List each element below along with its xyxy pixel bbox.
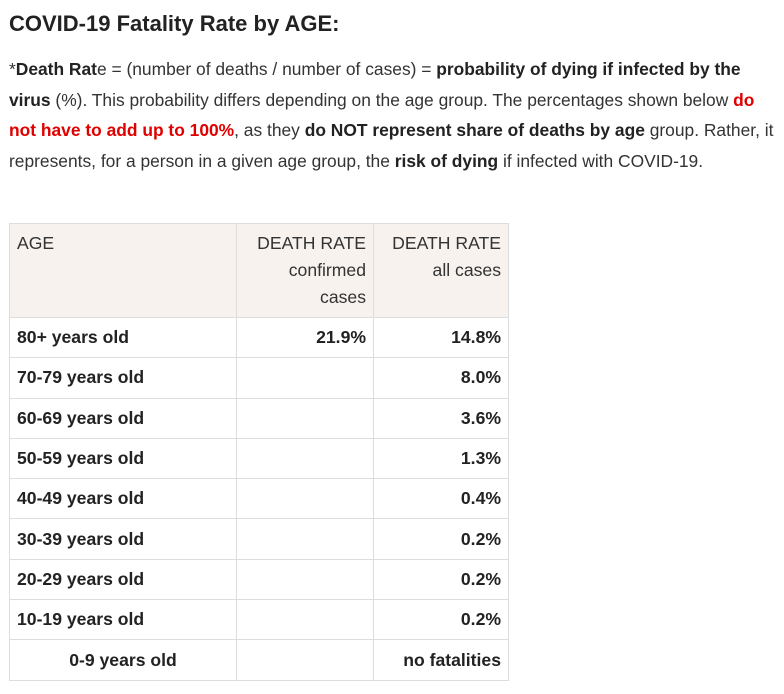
age-cell: 60-69 years old [9,397,237,439]
confirmed-rate-cell [236,357,374,399]
confirmed-rate-cell [236,437,374,480]
header-confirmed-line-3: cases [320,287,366,307]
confirmed-rate-cell [236,478,374,520]
table-row: 50-59 years old 1.3% [9,437,509,480]
table-row: 60-69 years old 3.6% [9,397,509,439]
all-rate-cell: 3.6% [373,397,509,439]
age-cell: 50-59 years old [9,437,237,480]
confirmed-rate-cell [236,397,374,439]
age-cell: 0-9 years old [9,639,237,681]
header-death-rate-confirmed: DEATH RATE confirmed cases [236,223,374,318]
intro-risk-term: risk of dying [394,150,499,171]
age-cell: 40-49 years old [9,478,237,520]
article: COVID-19 Fatality Rate by AGE: *Death Ra… [9,0,779,681]
all-rate-cell: 0.2% [373,558,509,601]
page-title: COVID-19 Fatality Rate by AGE: [9,11,340,36]
age-cell: 20-29 years old [9,558,237,601]
intro-warning: do not have to add up to 100% [9,89,755,141]
header-row: AGE DEATH RATE confirmed cases DEATH RAT… [9,223,509,318]
confirmed-rate-cell [236,639,374,681]
header-all-line-2: all cases [432,260,501,280]
all-rate-cell: 8.0% [373,357,509,399]
fatality-rate-table: AGE DEATH RATE confirmed cases DEATH RAT… [9,223,509,681]
confirmed-rate-cell [236,518,374,560]
all-rate-cell: 14.8% [373,316,509,359]
all-rate-cell: no fatalities [373,639,509,681]
all-rate-cell: 0.4% [373,478,509,520]
age-cell: 70-79 years old [9,357,237,399]
table-row: 20-29 years old 0.2% [9,558,509,601]
header-age: AGE [9,223,237,318]
intro-death-rate-term-tail: e [96,59,107,79]
intro-text-4: if infected with COVID-19. [498,150,704,171]
intro-text-2: , as they [234,120,305,140]
table-row: 70-79 years old 8.0% [9,357,509,399]
confirmed-rate-cell [236,558,374,601]
header-death-rate-all: DEATH RATE all cases [373,223,509,318]
table-row: 0-9 years old no fatalities [9,639,509,681]
intro-asterisk: * [9,59,16,79]
table-row: 10-19 years old 0.2% [9,599,509,641]
intro-probability-definition: probability of dying if infected by the … [9,59,741,110]
intro-text-3: group. Rather, it represents, for a pers… [9,120,774,171]
all-rate-cell: 1.3% [373,437,509,480]
age-cell: 80+ years old [9,316,237,359]
age-cell: 30-39 years old [9,518,237,560]
confirmed-rate-cell: 21.9% [236,316,374,359]
header-all-line-1: DEATH RATE [392,233,501,253]
header-confirmed-line-2: confirmed [288,260,366,280]
table-row: 80+ years old 21.9% 14.8% [9,316,509,359]
intro-text-1: (%). This probability differs depending … [50,89,734,110]
table-body: 80+ years old 21.9% 14.8% 70-79 years ol… [9,316,509,681]
all-rate-cell: 0.2% [373,518,509,560]
intro-not-share-note: do NOT represent share of deaths by age [304,120,645,140]
header-age-label: AGE [17,233,55,253]
table-row: 40-49 years old 0.4% [9,478,509,520]
intro-formula: = (number of deaths / number of cases) = [106,59,437,79]
table-row: 30-39 years old 0.2% [9,518,509,560]
all-rate-cell: 0.2% [373,599,509,641]
age-cell: 10-19 years old [9,599,237,641]
table-header: AGE DEATH RATE confirmed cases DEATH RAT… [9,223,509,318]
header-confirmed-line-1: DEATH RATE [257,233,366,253]
confirmed-rate-cell [236,599,374,641]
intro-paragraph: *Death Rate = (number of deaths / number… [9,54,779,176]
intro-death-rate-term: Death Rat [15,59,97,79]
